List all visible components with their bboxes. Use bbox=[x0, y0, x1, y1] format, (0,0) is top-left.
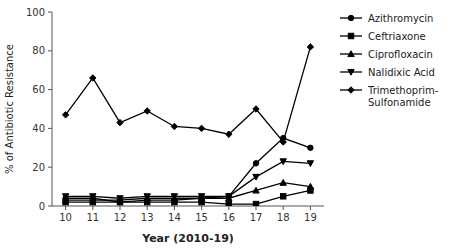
x-tick-label: 10 bbox=[59, 212, 72, 223]
point bbox=[198, 194, 204, 200]
y-axis-label: % of Antibiotic Resistance bbox=[4, 44, 15, 174]
legend-marker bbox=[348, 87, 354, 93]
axes: 10 11 12 13 14 15 16 17 18 19 0 20 40 60 80 100 bbox=[26, 7, 324, 224]
point bbox=[307, 183, 313, 189]
point bbox=[308, 145, 313, 150]
point bbox=[253, 174, 259, 180]
y-tick-label: 20 bbox=[32, 162, 45, 173]
point bbox=[226, 201, 231, 206]
x-tick bbox=[256, 206, 257, 210]
point bbox=[90, 75, 96, 81]
point bbox=[62, 112, 68, 118]
plot-area bbox=[62, 44, 313, 206]
x-tick-label: 16 bbox=[222, 212, 235, 223]
y-tick bbox=[48, 167, 52, 168]
point bbox=[90, 194, 96, 200]
point bbox=[226, 194, 232, 200]
point bbox=[226, 131, 232, 137]
legend: Azithromycin Ceftriaxone Ciprofloxacin Nali… bbox=[340, 13, 439, 108]
y-axis-line bbox=[52, 12, 53, 206]
series-line bbox=[66, 47, 311, 142]
y-tick bbox=[48, 89, 52, 90]
legend-label: Trimethoprim-Sulfonamide bbox=[367, 85, 439, 108]
point bbox=[307, 44, 313, 50]
y-tick bbox=[48, 128, 52, 129]
chart: 10 11 12 13 14 15 16 17 18 19 0 20 40 60 80 100 Year (20… bbox=[0, 0, 474, 248]
y-tick-label: 0 bbox=[39, 201, 45, 212]
legend-label: Nalidixic Acid bbox=[368, 67, 435, 78]
x-tick bbox=[228, 206, 229, 210]
x-tick bbox=[120, 206, 121, 210]
point bbox=[280, 194, 285, 199]
x-tick-label: 13 bbox=[141, 212, 154, 223]
point bbox=[171, 123, 177, 129]
x-tick-label: 19 bbox=[304, 212, 317, 223]
x-tick bbox=[174, 206, 175, 210]
point bbox=[280, 159, 286, 165]
point bbox=[198, 125, 204, 131]
point bbox=[144, 108, 150, 114]
point bbox=[117, 119, 123, 125]
y-tick bbox=[48, 206, 52, 207]
x-axis-label: Year (2010-19) bbox=[141, 232, 234, 245]
x-tick-label: 14 bbox=[168, 212, 181, 223]
legend-marker bbox=[348, 69, 354, 75]
legend-label: Ceftriaxone bbox=[368, 31, 426, 42]
y-tick bbox=[48, 12, 52, 13]
legend-label: Ciprofloxacin bbox=[368, 49, 433, 60]
point bbox=[280, 180, 286, 186]
series-line bbox=[66, 138, 311, 202]
y-tick-label: 60 bbox=[32, 84, 45, 95]
x-tick-label: 12 bbox=[114, 212, 127, 223]
x-tick bbox=[92, 206, 93, 210]
legend-marker bbox=[348, 15, 353, 20]
point bbox=[117, 196, 123, 202]
point bbox=[253, 161, 258, 166]
y-tick-label: 100 bbox=[26, 7, 45, 18]
y-tick-label: 80 bbox=[32, 45, 45, 56]
legend-marker bbox=[348, 51, 354, 57]
legend-marker bbox=[348, 33, 353, 38]
point bbox=[171, 194, 177, 200]
legend-label: Azithromycin bbox=[368, 13, 433, 24]
y-tick bbox=[48, 50, 52, 51]
point bbox=[62, 194, 68, 200]
x-tick-label: 18 bbox=[277, 212, 290, 223]
x-tick bbox=[65, 206, 66, 210]
x-tick bbox=[283, 206, 284, 210]
point bbox=[253, 201, 258, 206]
point bbox=[144, 194, 150, 200]
x-tick-label: 15 bbox=[195, 212, 208, 223]
x-tick-label: 17 bbox=[250, 212, 263, 223]
point bbox=[253, 187, 259, 193]
x-tick bbox=[310, 206, 311, 210]
y-tick-label: 40 bbox=[32, 123, 45, 134]
x-tick bbox=[147, 206, 148, 210]
x-tick-label: 11 bbox=[86, 212, 99, 223]
series-line bbox=[66, 161, 311, 198]
x-tick bbox=[201, 206, 202, 210]
point bbox=[307, 161, 313, 167]
point bbox=[280, 139, 286, 145]
point bbox=[253, 106, 259, 112]
